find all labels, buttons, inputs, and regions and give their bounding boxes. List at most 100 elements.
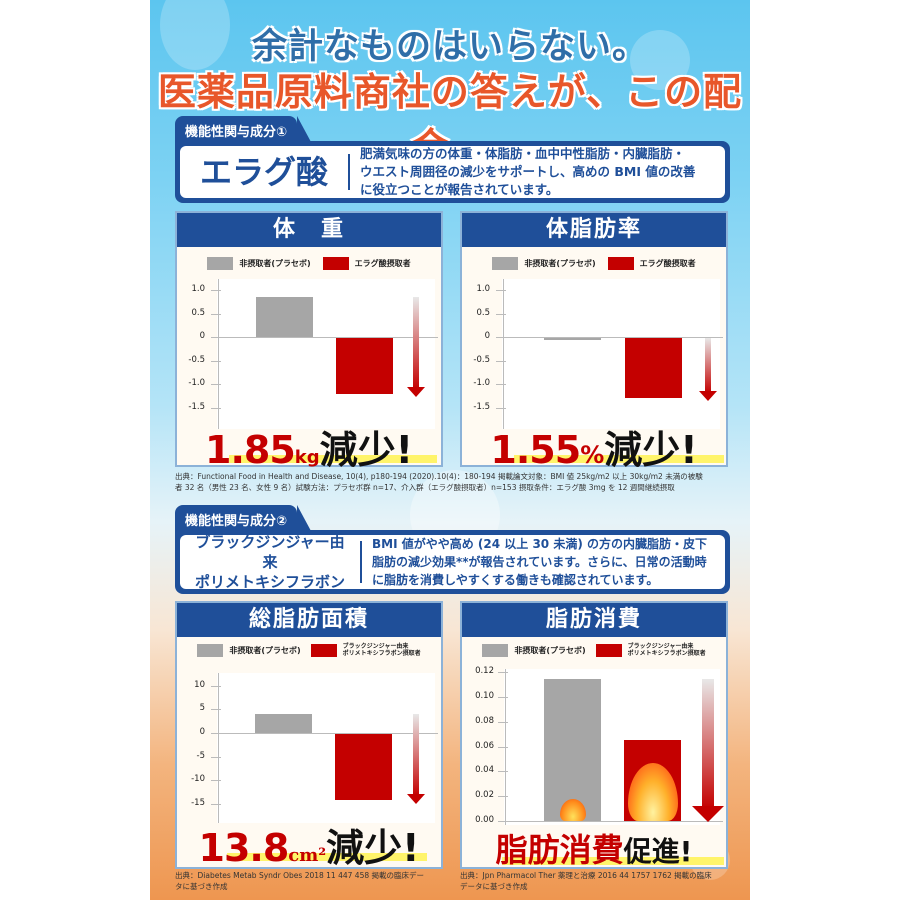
section2-tab: 機能性関与成分② xyxy=(175,505,312,531)
source-line: 出典：Diabetes Metab Syndr Obes 2018 11 447… xyxy=(175,871,424,880)
desc-line: BMI 値がやや高め (24 以上 30 未満) の方の内臓脂肪・皮下 xyxy=(372,537,707,551)
y-tick xyxy=(211,337,221,338)
y-tick-label: 10 xyxy=(194,680,205,690)
section1-box: エラグ酸 肥満気味の方の体重・体脂肪・血中中性脂肪・内臓脂肪・ ウエスト周囲径の… xyxy=(175,141,730,203)
y-tick xyxy=(211,384,221,385)
legend-label-placebo: 非摂取者(プラセボ) xyxy=(524,259,596,268)
legend-label-intake: ブラックジンジャー由来 ポリメトキシフラボン摂取者 xyxy=(628,643,706,657)
bar-intake xyxy=(625,338,682,398)
zero-line xyxy=(505,821,723,822)
y-tick-label: 0.5 xyxy=(191,308,205,318)
y-tick xyxy=(496,408,506,409)
chart-title: 脂肪消費 xyxy=(462,603,726,637)
y-tick xyxy=(211,709,221,710)
y-tick-label: -1.5 xyxy=(473,402,490,412)
zero-line xyxy=(218,733,438,734)
y-axis xyxy=(218,279,219,429)
legend-swatch-placebo xyxy=(482,643,509,657)
section1-ingredient-name: エラグ酸 xyxy=(180,154,350,190)
legend-label-placebo: 非摂取者(プラセボ) xyxy=(514,645,586,655)
result-text: 減少! xyxy=(319,428,413,472)
y-tick xyxy=(498,697,508,698)
section1-source: 出典：Functional Food in Health and Disease… xyxy=(175,471,735,493)
infographic-panel: 余計なものはいらない。 医薬品原料商社の答えが、この配合。 機能性関与成分① エ… xyxy=(150,0,750,900)
legend-swatch-intake xyxy=(322,257,349,270)
y-tick xyxy=(211,361,221,362)
result-red-text: 脂肪消費 xyxy=(495,831,624,869)
chart-legend: 非摂取者(プラセボ) ブラックジンジャー由来 ポリメトキシフラボン摂取者 xyxy=(462,643,726,657)
bar-intake xyxy=(335,734,392,800)
result-text: 減少! xyxy=(604,428,698,472)
ingredient-name-line: ブラックジンジャー由来 xyxy=(195,533,345,571)
legend-label-intake: ブラックジンジャー由来 ポリメトキシフラボン摂取者 xyxy=(343,643,421,657)
y-tick-label: -1.5 xyxy=(188,402,205,412)
y-tick-label: -10 xyxy=(191,774,205,784)
source-line: タに基づき作成 xyxy=(175,882,228,891)
headline-line-2: 医薬品原料商社の答えが、この配合。 xyxy=(157,70,743,169)
legend-swatch-intake xyxy=(595,643,622,657)
chart-title: 総脂肪面積 xyxy=(177,603,441,637)
result-text: 減少! xyxy=(326,826,420,870)
source-line: 出典：Jpn Pharmacol Ther 薬理と治療 2016 44 1757… xyxy=(460,871,712,880)
chart-result: 脂肪消費促進! xyxy=(462,825,726,871)
highlight-bar xyxy=(227,853,427,861)
bar-placebo xyxy=(544,679,601,821)
section2-source-right: 出典：Jpn Pharmacol Ther 薬理と治療 2016 44 1757… xyxy=(460,870,730,892)
y-tick xyxy=(496,384,506,385)
plot-area xyxy=(217,279,435,429)
y-tick xyxy=(498,722,508,723)
bar-placebo xyxy=(256,297,313,337)
y-tick xyxy=(211,290,221,291)
plot-area xyxy=(502,279,720,429)
legend-label-intake: エラグ酸摂取者 xyxy=(639,259,696,268)
highlight-bar xyxy=(502,857,724,865)
y-tick-label: 0.08 xyxy=(475,716,494,726)
section2-ingredient-name: ブラックジンジャー由来 ポリメトキシフラボン xyxy=(180,533,362,591)
source-line: 出典：Functional Food in Health and Disease… xyxy=(175,472,703,481)
y-tick-label: 0.02 xyxy=(475,790,494,800)
headline-line-1: 余計なものはいらない。 xyxy=(251,27,648,67)
chart-total-fat-area: 総脂肪面積 非摂取者(プラセボ) ブラックジンジャー由来 ポリメトキシフラボン摂… xyxy=(175,601,443,872)
legend-label-placebo: 非摂取者(プラセボ) xyxy=(239,259,311,268)
small-flame-icon xyxy=(560,799,586,821)
result-unit: cm² xyxy=(288,845,327,866)
y-tick-label: 0.10 xyxy=(475,691,494,701)
legend-line: ポリメトキシフラボン摂取者 xyxy=(627,650,706,657)
decrease-arrow-icon xyxy=(705,338,711,393)
result-unit: kg xyxy=(294,447,320,468)
chart-fat-consumption: 脂肪消費 非摂取者(プラセボ) ブラックジンジャー由来 ポリメトキシフラボン摂取… xyxy=(460,601,728,869)
y-tick xyxy=(498,771,508,772)
zero-line xyxy=(503,337,723,338)
bar-intake xyxy=(336,338,393,394)
legend-line: ブラックジンジャー由来 xyxy=(342,643,409,650)
y-tick-label: 0 xyxy=(199,727,205,737)
desc-line: 肥満気味の方の体重・体脂肪・血中中性脂肪・内臓脂肪・ xyxy=(360,146,686,161)
desc-line: に脂肪を消費しやすくする働きも確認されています。 xyxy=(372,573,659,587)
y-tick xyxy=(211,686,221,687)
legend-swatch-placebo xyxy=(197,643,224,657)
legend-line: ブラックジンジャー由来 xyxy=(627,643,694,650)
chart-result: 1.55%減少! xyxy=(462,419,726,474)
legend-swatch-intake xyxy=(607,257,634,270)
chart-legend: 非摂取者(プラセボ) ブラックジンジャー由来 ポリメトキシフラボン摂取者 xyxy=(177,643,441,657)
legend-swatch-placebo xyxy=(207,257,234,270)
section2-source-left: 出典：Diabetes Metab Syndr Obes 2018 11 447… xyxy=(175,870,445,892)
result-number: 13.8 xyxy=(198,826,290,870)
chart-result: 13.8cm²減少! xyxy=(177,817,441,872)
chart-title: 体脂肪率 xyxy=(462,213,726,247)
chart-body-weight: 体 重 非摂取者(プラセボ) エラグ酸摂取者 1.0 0.5 0 -0.5 -1… xyxy=(175,211,443,472)
bar-placebo xyxy=(544,338,601,340)
highlight-bar xyxy=(229,455,437,463)
legend-line: ポリメトキシフラボン摂取者 xyxy=(342,650,421,657)
y-tick-label: 0.06 xyxy=(475,741,494,751)
y-tick-label: 5 xyxy=(199,703,205,713)
highlight-bar xyxy=(514,455,724,463)
y-tick xyxy=(211,408,221,409)
section1-description: 肥満気味の方の体重・体脂肪・血中中性脂肪・内臓脂肪・ ウエスト周囲径の減少をサポ… xyxy=(350,145,705,199)
result-number: 1.85 xyxy=(205,428,296,472)
legend-label-intake: エラグ酸摂取者 xyxy=(354,259,411,268)
y-tick xyxy=(211,314,221,315)
legend-swatch-placebo xyxy=(492,257,519,270)
y-tick-label: -1.0 xyxy=(188,378,205,388)
y-tick xyxy=(498,796,508,797)
